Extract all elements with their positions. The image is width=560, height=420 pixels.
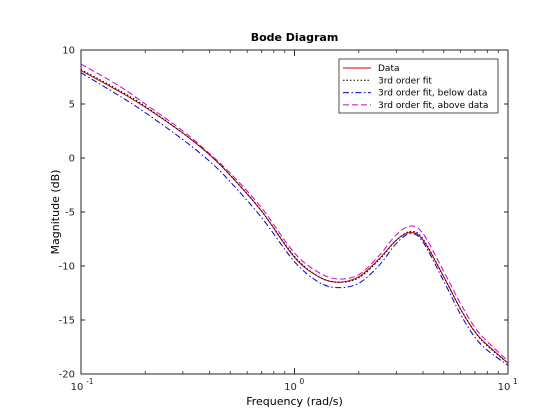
y-tick-label: 5 bbox=[69, 100, 75, 111]
series-layer bbox=[80, 63, 509, 366]
series-line-4 bbox=[80, 63, 509, 362]
chart-title: Bode Diagram bbox=[251, 31, 339, 44]
y-tick-label: -15 bbox=[59, 316, 75, 327]
y-axis-label: Magnitude (dB) bbox=[49, 170, 62, 255]
y-tick-label: 10 bbox=[62, 46, 75, 57]
x-tick-exponent: 1 bbox=[513, 377, 518, 386]
x-axis-label: Frequency (rad/s) bbox=[246, 395, 343, 408]
x-tick-label: 10 bbox=[71, 382, 84, 393]
legend-label: 3rd order fit, above data bbox=[378, 101, 488, 111]
series-line-3 bbox=[80, 72, 509, 366]
y-tick-label: -5 bbox=[65, 208, 75, 219]
series-line-2 bbox=[80, 69, 509, 364]
y-tick-label: -10 bbox=[59, 262, 75, 273]
x-tick-exponent: 0 bbox=[300, 377, 305, 386]
y-tick-label: -20 bbox=[59, 370, 75, 381]
legend-label: Data bbox=[378, 64, 400, 74]
x-tick-label: 10 bbox=[498, 382, 511, 393]
x-tick-exponent: -1 bbox=[86, 377, 94, 386]
x-tick-label: 10 bbox=[284, 382, 297, 393]
legend: Data 3rd order fit 3rd order fit, below da… bbox=[338, 58, 499, 114]
legend-label: 3rd order fit, below data bbox=[378, 89, 487, 99]
legend-label: 3rd order fit bbox=[378, 76, 432, 86]
y-tick-label: 0 bbox=[69, 154, 75, 165]
